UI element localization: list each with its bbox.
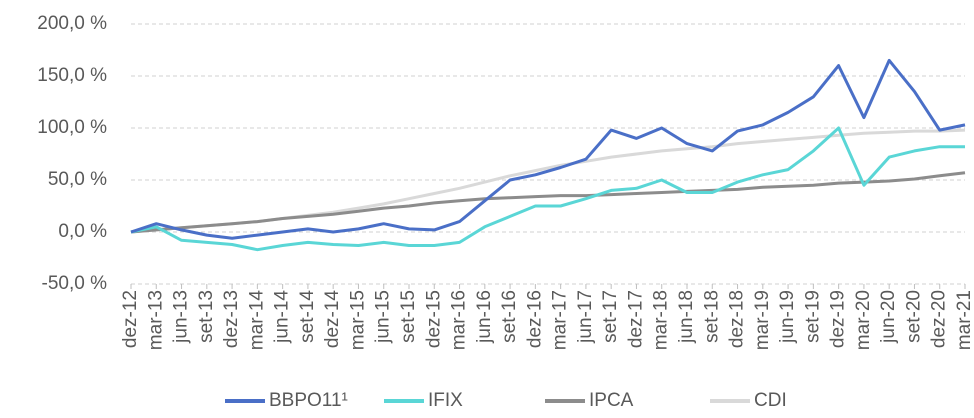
- x-tick-label: jun-18: [676, 290, 697, 344]
- x-tick-label: mar-20: [853, 290, 874, 350]
- x-tick-label: jun-14: [272, 290, 293, 344]
- x-tick-label: set-16: [499, 290, 520, 343]
- x-tick-label: mar-15: [347, 290, 368, 350]
- y-tick-label: 200,0 %: [37, 13, 107, 34]
- x-tick-label: mar-17: [550, 290, 571, 350]
- x-tick-label: dez-15: [423, 290, 444, 348]
- x-tick-label: jun-17: [575, 290, 596, 344]
- x-tick-label: set-13: [196, 290, 217, 343]
- x-tick-label: jun-15: [373, 290, 394, 344]
- y-tick-label: 0,0 %: [58, 221, 107, 242]
- x-tick-label: set-19: [802, 290, 823, 343]
- x-tick-label: dez-18: [727, 290, 748, 348]
- x-tick-label: set-20: [903, 290, 924, 343]
- legend-label: IPCA: [589, 390, 634, 411]
- x-tick-label: mar-16: [449, 290, 470, 350]
- x-tick-label: dez-12: [120, 290, 141, 348]
- x-tick-label: dez-17: [625, 290, 646, 348]
- y-tick-label: 50,0 %: [48, 169, 107, 190]
- x-tick-label: jun-19: [777, 290, 798, 344]
- y-tick-label: -50,0 %: [42, 273, 108, 294]
- legend-label: CDI: [754, 390, 787, 411]
- x-tick-label: mar-14: [246, 290, 267, 351]
- legend-label: IFIX: [428, 390, 463, 411]
- series-line: [130, 126, 965, 252]
- x-tick-label: mar-18: [651, 290, 672, 350]
- y-tick-label: 150,0 %: [37, 65, 107, 86]
- x-tick-label: dez-19: [828, 290, 849, 348]
- y-tick-label: 100,0 %: [37, 117, 107, 138]
- x-tick-label: mar-21: [954, 290, 974, 350]
- x-tick-label: mar-13: [145, 290, 166, 350]
- x-tick-label: dez-13: [221, 290, 242, 348]
- x-tick-label: dez-16: [524, 290, 545, 348]
- x-tick-label: jun-16: [474, 290, 495, 344]
- series-line: [130, 58, 966, 240]
- x-tick-label: set-18: [701, 290, 722, 343]
- x-tick-label: mar-19: [752, 290, 773, 350]
- x-tick-label: dez-20: [929, 290, 950, 348]
- x-tick-label: dez-14: [322, 290, 343, 349]
- series-line: [130, 128, 966, 234]
- x-tick-label: jun-20: [878, 290, 899, 344]
- x-tick-label: set-17: [600, 290, 621, 343]
- x-tick-label: jun-13: [171, 290, 192, 344]
- series-line: [130, 171, 966, 234]
- x-tick-label: set-15: [398, 290, 419, 343]
- x-tick-label: set-14: [297, 290, 318, 343]
- legend-label: BBPO11¹: [269, 390, 348, 411]
